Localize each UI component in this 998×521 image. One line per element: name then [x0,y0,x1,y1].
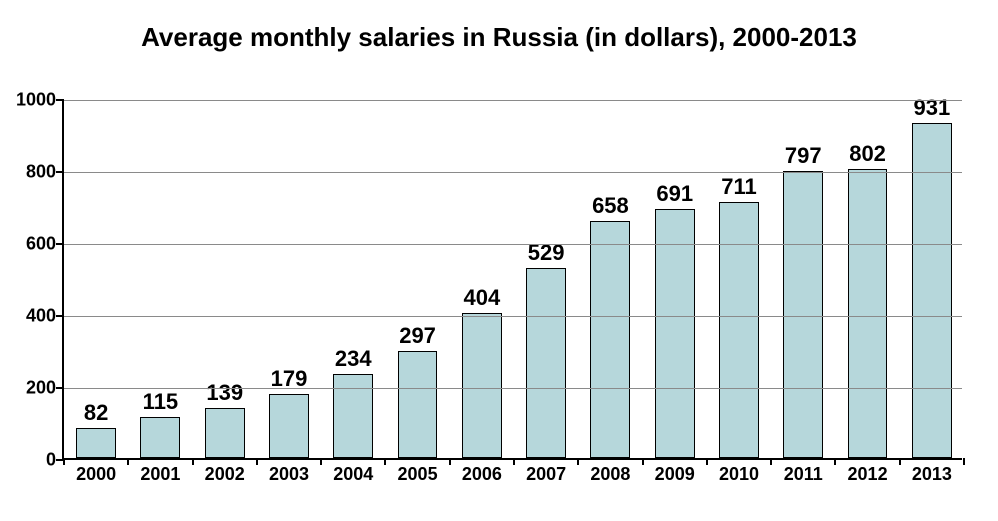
xtick-mark [63,458,65,465]
salary-chart: Average monthly salaries in Russia (in d… [0,0,998,521]
ytick-label: 1000 [16,90,64,111]
xtick-label: 2009 [655,458,695,485]
xtick-mark [513,458,515,465]
xtick-mark [706,458,708,465]
bar-value-label: 658 [592,193,629,219]
bar-slot: 1792003 [257,100,321,458]
bar-slot: 7112010 [707,100,771,458]
xtick-mark [899,458,901,465]
bar-slot: 6582008 [578,100,642,458]
bar-slot: 7972011 [771,100,835,458]
bar [590,221,630,458]
xtick-mark [834,458,836,465]
bar-slot: 9312013 [900,100,964,458]
xtick-mark [192,458,194,465]
ytick-label: 200 [26,378,64,399]
xtick-label: 2004 [333,458,373,485]
bar-value-label: 234 [335,346,372,372]
bar [205,408,245,458]
bar [76,428,116,458]
xtick-label: 2005 [398,458,438,485]
xtick-label: 2001 [140,458,180,485]
bar [462,313,502,458]
bar [912,123,952,458]
xtick-mark [642,458,644,465]
bar-value-label: 297 [399,323,436,349]
xtick-label: 2000 [76,458,116,485]
ytick-label: 800 [26,162,64,183]
bar-value-label: 691 [656,181,693,207]
xtick-label: 2013 [912,458,952,485]
xtick-mark [449,458,451,465]
gridline [64,244,962,245]
bar [398,351,438,458]
bar-value-label: 797 [785,143,822,169]
bar-slot: 2342004 [321,100,385,458]
xtick-label: 2003 [269,458,309,485]
gridline [64,388,962,389]
bar-value-label: 711 [721,174,757,200]
ytick-label: 0 [46,450,64,471]
bar-value-label: 931 [913,95,950,121]
gridline [64,316,962,317]
bar-slot: 4042006 [450,100,514,458]
xtick-mark [127,458,129,465]
xtick-label: 2006 [462,458,502,485]
bar [655,209,695,458]
bar [848,169,888,458]
bar-slot: 1152001 [128,100,192,458]
bar-slot: 5292007 [514,100,578,458]
xtick-label: 2010 [719,458,759,485]
gridline [64,172,962,173]
bar-slot: 8022012 [835,100,899,458]
xtick-mark [384,458,386,465]
bar [783,171,823,458]
xtick-label: 2011 [784,458,823,485]
chart-title: Average monthly salaries in Russia (in d… [0,22,998,53]
bar-value-label: 82 [84,400,108,426]
xtick-mark [963,458,965,465]
bar-slot: 1392002 [193,100,257,458]
xtick-label: 2002 [205,458,245,485]
ytick-label: 600 [26,234,64,255]
xtick-mark [256,458,258,465]
bar [333,374,373,458]
bars-layer: 8220001152001139200217920032342004297200… [64,100,962,458]
plot-area: 8220001152001139200217920032342004297200… [62,100,962,460]
bar-slot: 2972005 [385,100,449,458]
bar-slot: 822000 [64,100,128,458]
xtick-label: 2012 [848,458,888,485]
gridline [64,100,962,101]
xtick-mark [577,458,579,465]
bar [140,417,180,458]
bar [269,394,309,458]
xtick-label: 2008 [590,458,630,485]
ytick-label: 400 [26,306,64,327]
xtick-label: 2007 [526,458,566,485]
bar [719,202,759,458]
bar-slot: 6912009 [643,100,707,458]
xtick-mark [770,458,772,465]
bar [526,268,566,458]
bar-value-label: 115 [143,389,179,415]
bar-value-label: 139 [206,380,243,406]
xtick-mark [320,458,322,465]
bar-value-label: 802 [849,141,886,167]
bar-value-label: 404 [463,285,500,311]
